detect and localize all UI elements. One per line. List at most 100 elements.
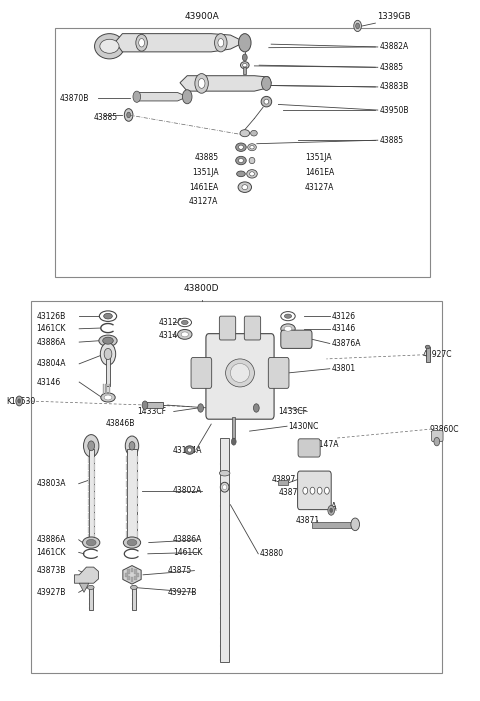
Text: 43147A: 43147A <box>310 440 339 449</box>
Ellipse shape <box>223 485 227 489</box>
Ellipse shape <box>178 318 192 327</box>
Ellipse shape <box>281 311 295 320</box>
FancyBboxPatch shape <box>206 334 274 419</box>
Text: 1351JA: 1351JA <box>192 168 218 177</box>
Ellipse shape <box>83 537 100 548</box>
Circle shape <box>142 401 148 409</box>
Bar <box>137 481 138 487</box>
Bar <box>137 531 138 538</box>
Text: 43885: 43885 <box>379 136 403 144</box>
Bar <box>109 384 110 394</box>
Circle shape <box>242 54 247 61</box>
Circle shape <box>84 435 99 457</box>
Text: 43927C: 43927C <box>422 350 452 359</box>
Text: 43883B: 43883B <box>379 83 408 91</box>
Circle shape <box>356 23 360 29</box>
Text: 43146: 43146 <box>331 325 356 333</box>
Ellipse shape <box>248 144 256 151</box>
Text: 43950B: 43950B <box>379 106 408 114</box>
Bar <box>126 506 127 512</box>
Ellipse shape <box>264 99 269 104</box>
Circle shape <box>310 487 315 494</box>
Circle shape <box>88 441 95 451</box>
Text: 43127A: 43127A <box>189 198 218 206</box>
Ellipse shape <box>104 395 112 400</box>
Text: 43897A: 43897A <box>307 502 336 510</box>
Ellipse shape <box>251 130 257 136</box>
Ellipse shape <box>188 448 192 452</box>
Bar <box>105 384 106 394</box>
Text: 43885: 43885 <box>379 63 403 72</box>
Circle shape <box>262 76 271 90</box>
Ellipse shape <box>239 145 243 149</box>
Ellipse shape <box>240 130 250 137</box>
Ellipse shape <box>103 337 113 344</box>
Bar <box>94 478 95 484</box>
Circle shape <box>239 34 251 52</box>
FancyBboxPatch shape <box>268 358 289 388</box>
FancyBboxPatch shape <box>244 316 261 340</box>
FancyBboxPatch shape <box>298 471 331 510</box>
Bar <box>94 527 95 533</box>
Text: 1339GB: 1339GB <box>377 12 410 21</box>
Circle shape <box>198 79 205 88</box>
Text: 43886A: 43886A <box>36 338 66 346</box>
Bar <box>88 492 89 498</box>
Polygon shape <box>79 583 89 592</box>
Text: 1461CK: 1461CK <box>173 548 202 557</box>
Text: 1461EA: 1461EA <box>189 183 218 191</box>
Ellipse shape <box>178 329 192 339</box>
Bar <box>88 478 89 484</box>
Text: 1461CK: 1461CK <box>36 325 66 333</box>
Bar <box>94 485 95 491</box>
Ellipse shape <box>239 158 243 163</box>
Text: 43927B: 43927B <box>36 588 66 597</box>
Bar <box>55 28 430 277</box>
Ellipse shape <box>240 62 249 69</box>
Bar <box>137 515 138 521</box>
Text: 43126B: 43126B <box>36 312 66 320</box>
Ellipse shape <box>230 363 250 382</box>
Bar <box>145 402 163 408</box>
Bar <box>88 506 89 512</box>
Bar <box>136 573 139 577</box>
Ellipse shape <box>236 143 246 151</box>
Text: 1461EA: 1461EA <box>305 168 334 177</box>
Text: 43146: 43146 <box>158 332 183 340</box>
Bar <box>88 464 89 470</box>
Ellipse shape <box>99 311 117 321</box>
Text: 43885: 43885 <box>194 154 218 162</box>
Polygon shape <box>74 567 98 583</box>
Ellipse shape <box>127 540 137 545</box>
Text: 93860C: 93860C <box>430 425 459 433</box>
Bar <box>131 578 133 582</box>
Ellipse shape <box>181 320 188 325</box>
Bar <box>88 520 89 526</box>
Bar <box>106 384 107 394</box>
Bar <box>126 456 127 462</box>
Bar <box>137 523 138 529</box>
Bar <box>94 513 95 519</box>
FancyBboxPatch shape <box>191 358 212 388</box>
Ellipse shape <box>99 335 117 346</box>
Text: 43871: 43871 <box>295 516 319 524</box>
Text: 43870B: 43870B <box>60 94 89 102</box>
Circle shape <box>231 438 236 445</box>
Bar <box>94 499 95 505</box>
Bar <box>126 481 127 487</box>
Text: 1430NC: 1430NC <box>288 422 318 430</box>
Text: 43804A: 43804A <box>36 360 66 368</box>
Ellipse shape <box>236 156 246 165</box>
Ellipse shape <box>95 34 124 59</box>
Circle shape <box>303 487 308 494</box>
Bar <box>94 471 95 477</box>
Text: K17530: K17530 <box>6 397 35 406</box>
Ellipse shape <box>237 171 245 177</box>
Bar <box>88 499 89 505</box>
Bar <box>94 457 95 463</box>
Circle shape <box>218 39 224 47</box>
Text: 43885: 43885 <box>94 113 118 121</box>
Text: 43900A: 43900A <box>184 12 219 21</box>
Circle shape <box>139 39 144 47</box>
Circle shape <box>198 404 204 412</box>
